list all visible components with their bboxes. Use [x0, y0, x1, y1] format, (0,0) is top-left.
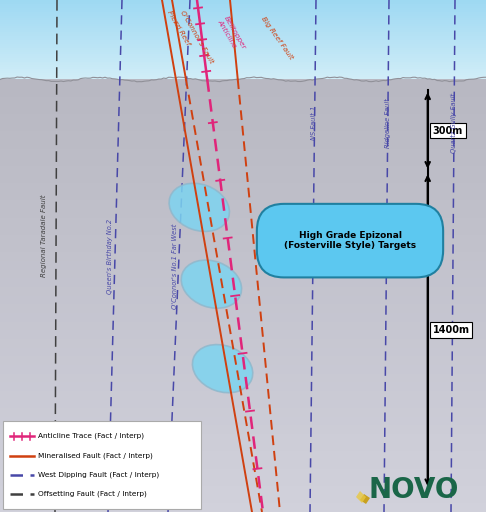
Polygon shape [360, 494, 370, 504]
Text: Belltopper
Anticline: Belltopper Anticline [217, 15, 247, 54]
Text: Mineralised Fault (Fact / Interp): Mineralised Fault (Fact / Interp) [38, 453, 153, 459]
Ellipse shape [181, 260, 242, 308]
FancyBboxPatch shape [3, 421, 201, 509]
Ellipse shape [169, 183, 229, 231]
Text: NOVO: NOVO [368, 476, 458, 504]
Ellipse shape [192, 345, 253, 393]
Text: Anticline Trace (Fact / Interp): Anticline Trace (Fact / Interp) [38, 433, 144, 439]
Text: Piezzi Reef: Piezzi Reef [166, 10, 191, 47]
Text: Ridgeline Fault: Ridgeline Fault [385, 98, 391, 148]
Text: O'Connor's Fault: O'Connor's Fault [179, 10, 214, 65]
Text: Big Reef Fault: Big Reef Fault [260, 15, 294, 60]
Polygon shape [356, 491, 366, 503]
Text: Regional Taradale Fault: Regional Taradale Fault [41, 194, 47, 277]
Text: NS Fault 1: NS Fault 1 [311, 106, 317, 140]
Text: High Grade Epizonal
(Fosterville Style) Targets: High Grade Epizonal (Fosterville Style) … [284, 231, 416, 250]
Text: Quartz Gully Fault: Quartz Gully Fault [451, 93, 457, 153]
Text: 300m: 300m [433, 125, 463, 136]
Text: O'Connor's No.1 Far West: O'Connor's No.1 Far West [172, 224, 178, 309]
Text: West Dipping Fault (Fact / Interp): West Dipping Fault (Fact / Interp) [38, 472, 159, 478]
Text: Offsetting Fault (Fact / Interp): Offsetting Fault (Fact / Interp) [38, 490, 147, 497]
Text: 1400m: 1400m [433, 325, 469, 335]
Text: Queen's Birthday No.2: Queen's Birthday No.2 [107, 219, 113, 293]
